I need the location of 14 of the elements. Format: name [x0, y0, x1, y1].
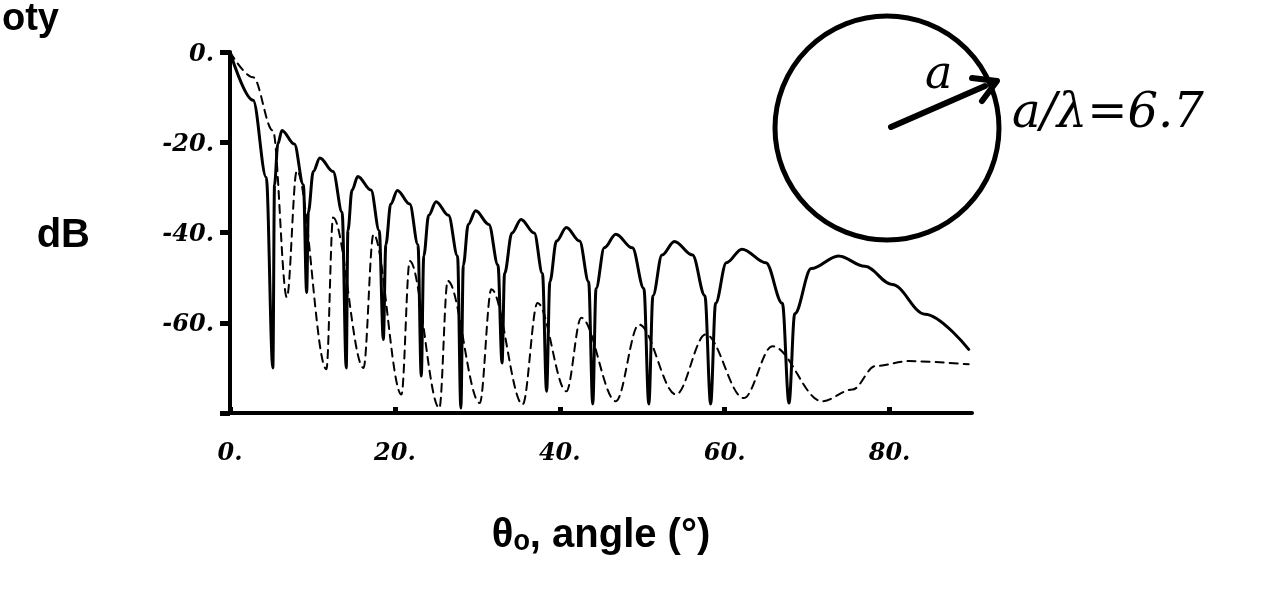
x-tick-label: 40. — [538, 436, 581, 466]
y-tick-label: -20. — [162, 127, 214, 157]
text: a/λ=6.7 — [1012, 82, 1204, 138]
y-tick-label: -60. — [162, 308, 214, 338]
x-axis-title: θₒ, angle (°) — [491, 511, 711, 555]
x-tick-label: 0. — [217, 436, 243, 466]
text: oty — [2, 0, 59, 39]
y-axis-title: dB — [36, 210, 90, 255]
x-tick-label: 20. — [373, 436, 416, 466]
x-tick-label: 80. — [867, 436, 911, 466]
x-tick-label: 60. — [703, 436, 746, 466]
annotation: a — [925, 45, 953, 99]
y-tick-label: 0. — [188, 37, 214, 67]
y-tick-label: -40. — [162, 218, 214, 247]
